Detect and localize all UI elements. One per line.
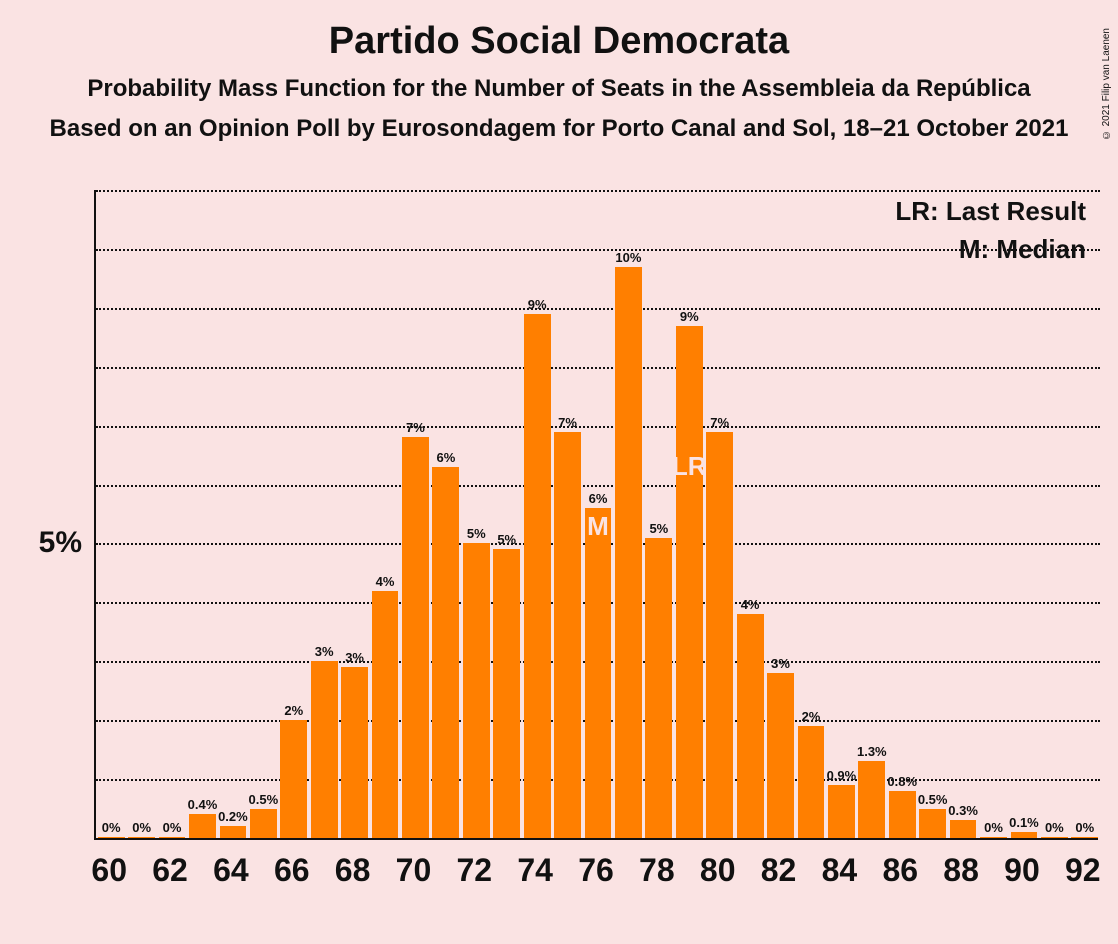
plot-area: 0%0%0%0.4%0.2%0.5%2%3%3%4%7%6%5%5%9%7%6%… — [94, 190, 1098, 840]
bar — [341, 667, 368, 838]
bar — [280, 720, 307, 838]
bar — [128, 837, 155, 838]
bar — [463, 543, 490, 838]
bar — [980, 837, 1007, 838]
median-marker: M — [587, 511, 609, 542]
last-result-marker: LR — [672, 451, 707, 482]
x-tick-label: 84 — [822, 852, 858, 889]
bar-value-label: 9% — [507, 297, 567, 312]
bar — [432, 467, 459, 838]
bar — [1071, 837, 1098, 838]
x-tick-label: 66 — [274, 852, 310, 889]
x-tick-label: 76 — [578, 852, 614, 889]
bar — [220, 826, 247, 838]
bar-value-label: 0.8% — [872, 774, 932, 789]
x-tick-label: 88 — [943, 852, 979, 889]
bar-value-label: 0% — [1055, 820, 1115, 835]
x-tick-label: 64 — [213, 852, 249, 889]
chart-title: Partido Social Democrata — [0, 20, 1118, 63]
bar — [676, 326, 703, 839]
x-tick-label: 74 — [517, 852, 553, 889]
x-tick-label: 86 — [882, 852, 918, 889]
chart-area: 0%0%0%0.4%0.2%0.5%2%3%3%4%7%6%5%5%9%7%6%… — [94, 190, 1098, 840]
bar — [1041, 837, 1068, 838]
bar — [585, 508, 612, 838]
bar — [767, 673, 794, 838]
legend-last-result: LR: Last Result — [895, 196, 1086, 227]
bar — [311, 661, 338, 838]
bar — [372, 591, 399, 838]
bar — [828, 785, 855, 838]
bar — [706, 432, 733, 838]
bar — [402, 437, 429, 838]
bar — [98, 837, 125, 838]
y-axis-label: 5% — [39, 526, 82, 560]
bar-value-label: 4% — [720, 597, 780, 612]
copyright-text: © 2021 Filip van Laenen — [1101, 28, 1112, 140]
x-tick-label: 72 — [457, 852, 493, 889]
x-tick-label: 70 — [396, 852, 432, 889]
bar — [737, 614, 764, 838]
chart-subtitle: Probability Mass Function for the Number… — [0, 75, 1118, 103]
bar-value-label: 1.3% — [842, 744, 902, 759]
x-axis-labels: 60 62 64 66 68 70 72 74 76 78 80 82 84 86 88 90 92 — [94, 848, 1098, 898]
x-tick-label: 68 — [335, 852, 371, 889]
bar-value-label: 7% — [690, 415, 750, 430]
chart-source: Based on an Opinion Poll by Eurosondagem… — [0, 115, 1118, 143]
bar-value-label: 3% — [751, 656, 811, 671]
bar-value-label: 10% — [598, 250, 658, 265]
bar — [250, 809, 277, 838]
bar — [524, 314, 551, 838]
bar-value-label: 6% — [416, 450, 476, 465]
x-tick-label: 90 — [1004, 852, 1040, 889]
legend-median: M: Median — [959, 234, 1086, 265]
bar — [645, 538, 672, 838]
bar — [159, 837, 186, 838]
bar-value-label: 2% — [781, 709, 841, 724]
x-tick-label: 62 — [152, 852, 188, 889]
x-tick-label: 60 — [91, 852, 127, 889]
bar-value-label: 7% — [538, 415, 598, 430]
bar — [615, 267, 642, 838]
x-tick-label: 92 — [1065, 852, 1101, 889]
bar — [493, 549, 520, 838]
bar-value-label: 9% — [659, 309, 719, 324]
bar-value-label: 0.3% — [933, 803, 993, 818]
bars-container: 0%0%0%0.4%0.2%0.5%2%3%3%4%7%6%5%5%9%7%6%… — [96, 190, 1100, 838]
x-tick-label: 78 — [639, 852, 675, 889]
x-tick-label: 82 — [761, 852, 797, 889]
bar-value-label: 7% — [385, 420, 445, 435]
x-tick-label: 80 — [700, 852, 736, 889]
